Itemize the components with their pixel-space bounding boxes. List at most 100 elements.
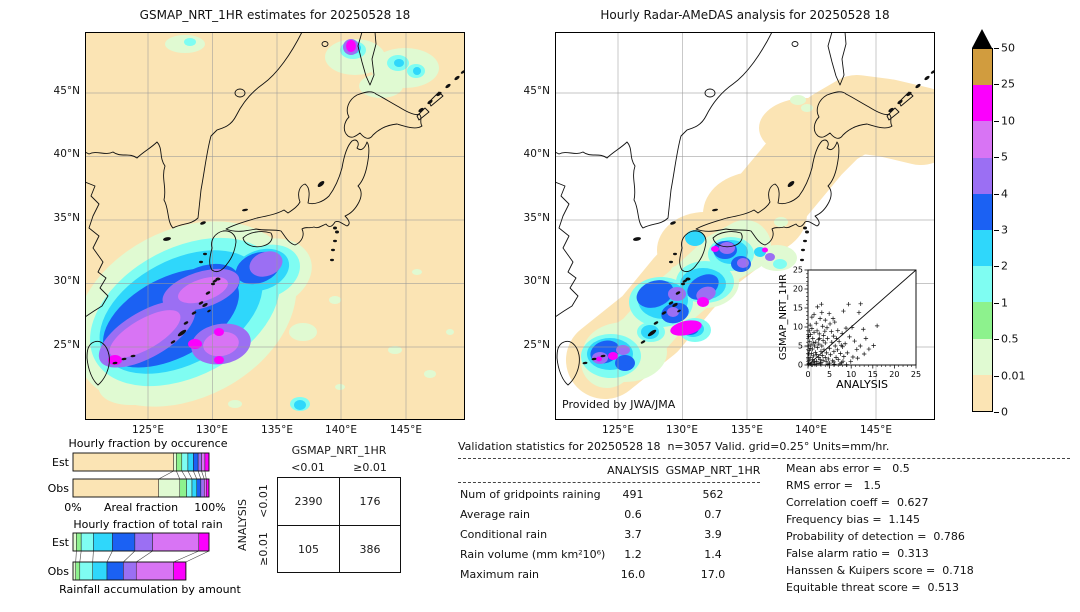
islet [170, 340, 176, 344]
islet [633, 237, 641, 241]
scatter-point [812, 362, 818, 367]
colorbar-tick-label: 2 [1001, 259, 1008, 273]
bar-segment [204, 452, 210, 472]
scatter-point [837, 361, 843, 367]
validation-row-label: Rain volume (mm km²10⁶) [460, 548, 606, 561]
coastline-path [712, 231, 743, 248]
bar-outline [72, 532, 210, 552]
bar-segment [158, 478, 181, 498]
islet [591, 357, 597, 361]
islet [661, 311, 667, 315]
totalrain-est-label: Est [52, 536, 70, 549]
inset-y-tick-label: 5 [798, 342, 803, 351]
bar-outline [72, 478, 210, 498]
islet [897, 99, 903, 105]
scatter-point [815, 345, 820, 350]
islet [177, 329, 187, 337]
islet [199, 260, 203, 264]
stat-correlation: Correlation coeff = 0.627 [786, 496, 929, 509]
islet [212, 279, 218, 283]
validation-col-analysis: ANALYSIS [607, 464, 659, 477]
flow-connector [187, 470, 193, 480]
islet [888, 107, 894, 113]
stat-hk-score: Hanssen & Kuipers score = 0.718 [786, 564, 974, 577]
flow-connector [201, 470, 205, 480]
islet [801, 248, 805, 252]
scatter-point [810, 357, 815, 362]
islet [317, 181, 325, 187]
totalrain-title: Hourly fraction of total rain [73, 518, 222, 531]
fraction-panels: Hourly fraction by occurence Est Obs 0% … [48, 437, 242, 596]
scatter-point [861, 351, 867, 357]
axis-areal-fraction: Areal fraction [104, 501, 178, 514]
flow-connector [75, 550, 77, 563]
islet [121, 357, 127, 361]
scatter-point [818, 361, 823, 367]
validation-value: 3.7 [624, 528, 642, 541]
scatter-point [814, 352, 819, 357]
colorbar-tick [994, 412, 999, 413]
scatter-point [832, 362, 837, 367]
bar-segment [201, 452, 206, 472]
validation-row-label: Conditional rain [460, 528, 548, 541]
bar-segment [75, 561, 81, 581]
scatter-point [833, 343, 838, 349]
scatter-point [840, 359, 846, 364]
islet [198, 301, 204, 305]
islet [242, 208, 248, 212]
validation-title: Validation statistics for 20250528 18 n=… [458, 440, 890, 453]
left-map-precipitation [85, 35, 454, 411]
scatter-point [832, 319, 837, 325]
scatter-point [824, 350, 829, 356]
validation-value: 0.7 [704, 508, 722, 521]
bar-segment [193, 452, 199, 472]
scatter-point [808, 332, 813, 337]
bar-segment [196, 478, 202, 498]
scatter-point [806, 343, 811, 349]
bar-segment [123, 561, 137, 581]
scatter-point [843, 325, 849, 331]
islet [205, 291, 211, 295]
scatter-point [807, 328, 812, 333]
islet [582, 361, 588, 365]
stat-ets: Equitable threat score = 0.513 [786, 581, 959, 594]
colorbar-tick [994, 375, 999, 377]
scatter-point [831, 333, 836, 339]
scatter-point [821, 333, 826, 338]
bar-segment [72, 532, 77, 552]
islet [331, 248, 335, 252]
small-island [791, 41, 799, 47]
islet [803, 226, 807, 230]
coastline-path [555, 181, 579, 318]
bar-segment [72, 452, 174, 472]
islet [668, 301, 674, 305]
right-lon-125: 125°E [602, 424, 634, 436]
right-map-title: Hourly Radar-AMeDAS analysis for 2025052… [600, 8, 890, 22]
contingency-row-group: ANALYSIS [236, 499, 249, 551]
contingency-col-label-ge: ≥0.01 [353, 461, 387, 474]
inset-y-tick-label: 15 [793, 304, 803, 313]
islet [211, 282, 215, 286]
scatter-point [816, 337, 821, 342]
validation-value: 562 [702, 488, 724, 501]
contingency-row-label-ge: ≥0.01 [257, 532, 270, 566]
left-map-frame [85, 32, 465, 420]
stat-mean-abs-error: Mean abs error = 0.5 [786, 462, 910, 475]
islet [803, 239, 807, 243]
scatter-point [874, 323, 880, 329]
contingency-grid: 2390 176 105 386 [277, 477, 401, 573]
scatter-point [811, 312, 817, 317]
inset-x-tick-label: 5 [827, 370, 832, 379]
coastline-path [86, 340, 110, 386]
scatter-point [858, 343, 863, 349]
scatter-point [823, 317, 828, 323]
left-lat-45: 45°N [53, 85, 80, 97]
islet [333, 226, 337, 230]
colorbar-scale [972, 48, 993, 412]
validation-value: 1.2 [624, 548, 642, 561]
inset-xlabel: ANALYSIS [836, 378, 888, 391]
scatter-point [806, 356, 811, 362]
islet [445, 83, 451, 89]
bar-segment [80, 532, 94, 552]
bar-segment [200, 478, 205, 498]
